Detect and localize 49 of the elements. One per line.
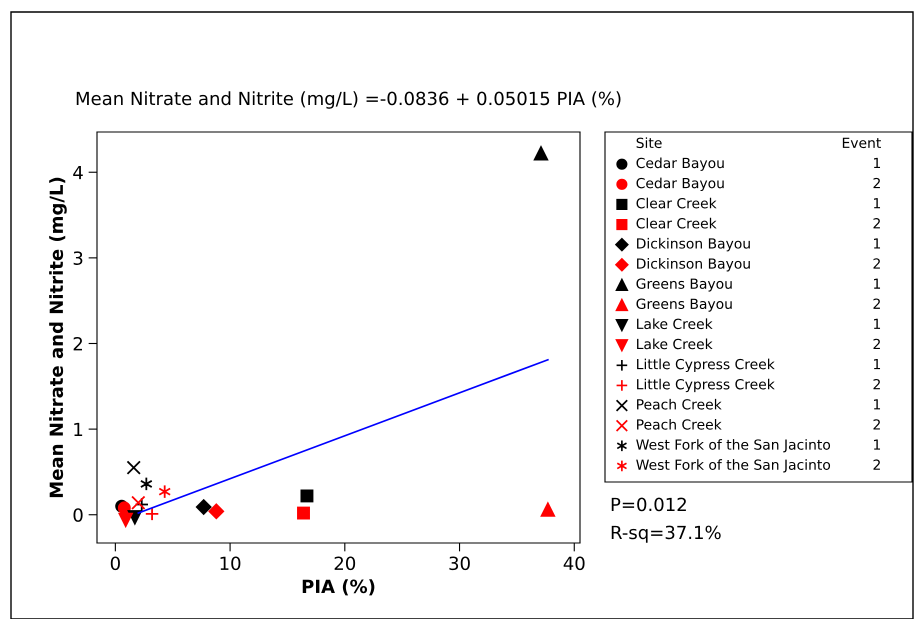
y-tick-label: 3 <box>74 251 82 265</box>
text: 2 <box>873 298 880 309</box>
x-tick-label: 40 <box>564 556 585 570</box>
legend-label: Clear Creek <box>636 198 717 208</box>
legend-label: West Fork of the San Jacinto <box>636 439 830 452</box>
legend-label: Little Cypress Creek <box>637 378 775 392</box>
text: Event <box>842 138 881 148</box>
x-tick-label: 10 <box>220 556 240 570</box>
y-axis-title: Mean Nitrate and Nitrite (mg/L) <box>49 178 67 498</box>
y-tick-label: 4 <box>73 166 83 180</box>
text: 2 <box>873 378 880 390</box>
text: 2 <box>873 338 880 350</box>
legend-label: Cedar Bayou <box>636 178 724 192</box>
x-axis-title: PIA (%) <box>302 579 374 596</box>
legend-label: Cedar Bayou <box>636 157 724 171</box>
y-tick-label: 0 <box>74 508 83 522</box>
text: 2 <box>873 419 880 430</box>
y-tick-label: 1 <box>74 422 82 436</box>
legend-label: West Fork of the San Jacinto <box>636 459 830 473</box>
y-tick-label: 2 <box>74 336 82 350</box>
legend-label: Dickinson Bayou <box>637 258 750 272</box>
text: 1 <box>874 440 880 450</box>
legend-label: Peach Creek <box>637 418 722 430</box>
text: 2 <box>873 258 880 269</box>
x-tick-label: 0 <box>110 556 120 570</box>
text: 1 <box>874 278 880 289</box>
text: 1 <box>874 198 880 208</box>
text: 2 <box>873 178 880 188</box>
legend-label: Lake Creek <box>637 338 713 350</box>
legend-title: Site <box>636 137 662 148</box>
text: 1 <box>874 238 880 248</box>
chart-title: Mean Nitrate and Nitrite (mg/L) =-0.0836 + 0.05015 PIA (%) <box>76 91 620 109</box>
x-tick-label: 20 <box>334 556 356 570</box>
text: P=0.012 <box>612 498 686 512</box>
legend-label: Little Cypress Creek <box>637 358 775 372</box>
text: 2 <box>873 218 880 228</box>
legend-label: Peach Creek <box>637 398 722 410</box>
text: 1 <box>874 359 880 370</box>
legend-label: Clear Creek <box>636 218 717 229</box>
text: 1 <box>874 158 880 168</box>
legend-label: Lake Creek <box>637 318 713 330</box>
x-tick-label: 30 <box>449 556 470 570</box>
text: 1 <box>874 318 880 329</box>
text: 2 <box>873 459 880 470</box>
legend-label: Dickinson Bayou <box>637 238 750 252</box>
text: 1 <box>874 399 880 410</box>
legend-label: Greens Bayou <box>636 278 732 292</box>
text: R-sq=37.1% <box>612 526 721 543</box>
legend-label: Greens Bayou <box>636 298 732 312</box>
